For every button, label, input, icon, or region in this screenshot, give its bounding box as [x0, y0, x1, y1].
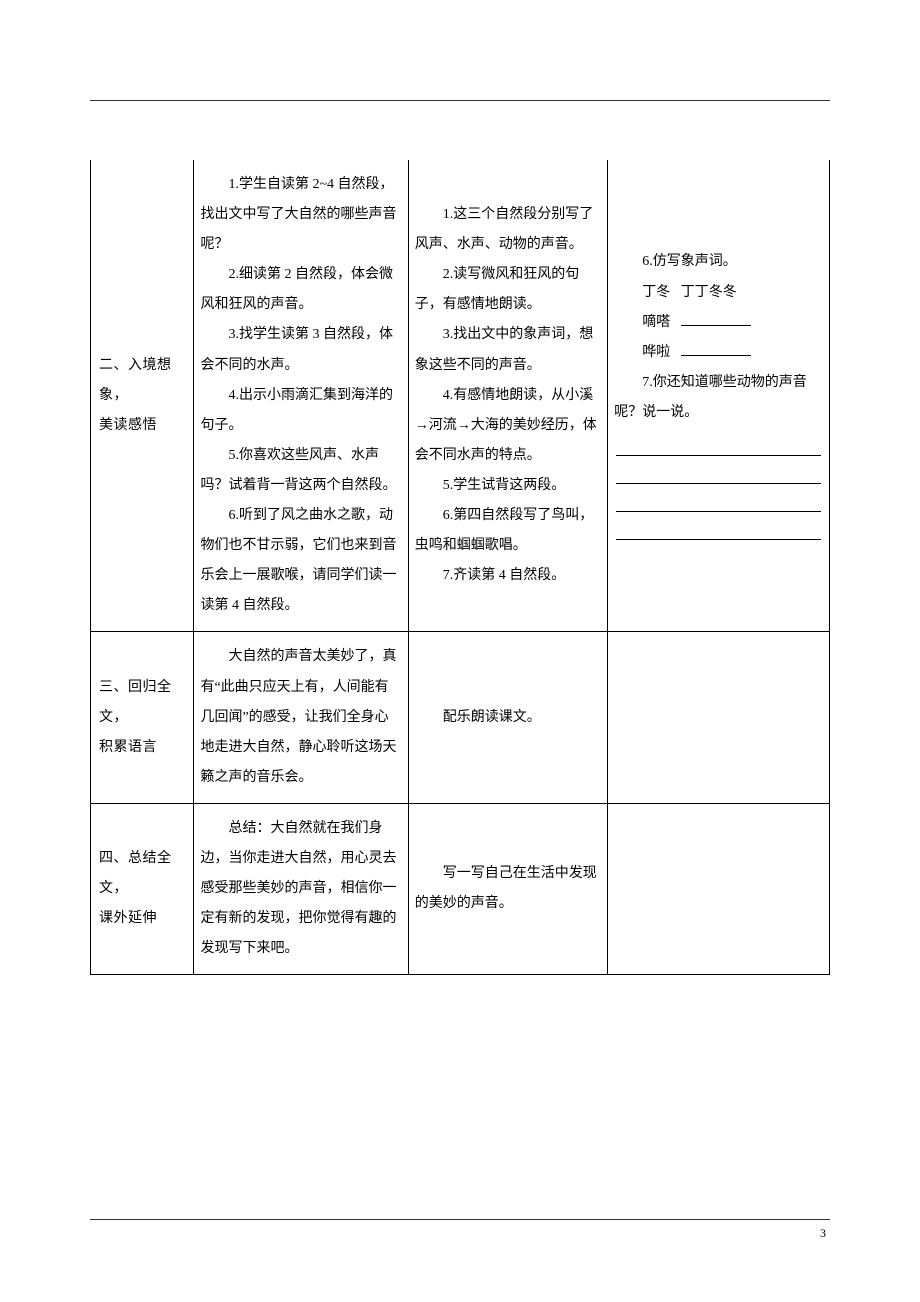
- paragraph: 4.有感情地朗读，从小溪→河流→大海的美妙经历，体会不同水声的特点。: [415, 381, 602, 471]
- section-heading: 二、入境想象， 美读感悟: [91, 160, 194, 632]
- top-rule: [90, 100, 830, 101]
- item-left: 嘀嗒: [642, 315, 670, 330]
- exercise-cell: [608, 803, 830, 974]
- paragraph: 写一写自己在生活中发现的美妙的声音。: [415, 859, 602, 919]
- lesson-table: 二、入境想象， 美读感悟 1.学生自读第 2~4 自然段，找出文中写了大自然的哪…: [90, 160, 830, 975]
- page-number: 3: [820, 1220, 826, 1246]
- paragraph: 5.你喜欢这些风声、水声吗？试着背一背这两个自然段。: [200, 441, 401, 501]
- exercise-item: 丁冬 丁丁冬冬: [614, 278, 823, 308]
- teacher-activity: 1.学生自读第 2~4 自然段，找出文中写了大自然的哪些声音呢？ 2.细读第 2…: [194, 160, 408, 632]
- answer-line: [616, 516, 821, 540]
- paragraph: 4.出示小雨滴汇集到海洋的句子。: [200, 381, 401, 441]
- paragraph: 配乐朗读课文。: [415, 703, 602, 733]
- exercise-item: 嘀嗒: [614, 308, 823, 338]
- heading-line: 美读感悟: [99, 411, 191, 441]
- exercise-title: 7.你还知道哪些动物的声音呢？说一说。: [614, 368, 823, 428]
- paragraph: 1.学生自读第 2~4 自然段，找出文中写了大自然的哪些声音呢？: [200, 170, 401, 260]
- paragraph: 2.细读第 2 自然段，体会微风和狂风的声音。: [200, 260, 401, 320]
- heading-line: 四、总结全文，: [99, 844, 191, 904]
- content-area: 二、入境想象， 美读感悟 1.学生自读第 2~4 自然段，找出文中写了大自然的哪…: [90, 160, 830, 975]
- paragraph: 1.这三个自然段分别写了风声、水声、动物的声音。: [415, 200, 602, 260]
- heading-line: 课外延伸: [99, 904, 191, 934]
- fill-blank: [681, 342, 751, 356]
- paragraph: 6.听到了风之曲水之歌，动物们也不甘示弱，它们也来到音乐会上一展歌喉，请同学们读…: [200, 501, 401, 621]
- heading-line: 三、回归全文，: [99, 673, 191, 733]
- paragraph: 总结：大自然就在我们身边，当你走进大自然，用心灵去感受那些美妙的声音，相信你一定…: [200, 814, 401, 964]
- student-activity: 1.这三个自然段分别写了风声、水声、动物的声音。 2.读写微风和狂风的句子，有感…: [408, 160, 608, 632]
- exercise-cell: [608, 632, 830, 803]
- paragraph: 3.找出文中的象声词，想象这些不同的声音。: [415, 320, 602, 380]
- exercise-title: 6.仿写象声词。: [614, 247, 823, 277]
- student-activity: 写一写自己在生活中发现的美妙的声音。: [408, 803, 608, 974]
- paragraph: 5.学生试背这两段。: [415, 471, 602, 501]
- table-row: 四、总结全文， 课外延伸 总结：大自然就在我们身边，当你走进大自然，用心灵去感受…: [91, 803, 830, 974]
- heading-line: 二、入境想象，: [99, 351, 191, 411]
- item-left: 丁冬: [642, 285, 670, 300]
- answer-line: [616, 460, 821, 484]
- exercise-item: 哗啦: [614, 338, 823, 368]
- item-right: 丁丁冬冬: [681, 285, 737, 300]
- paragraph: 7.齐读第 4 自然段。: [415, 561, 602, 591]
- bottom-rule: [90, 1219, 830, 1220]
- answer-line: [616, 432, 821, 456]
- table-row: 二、入境想象， 美读感悟 1.学生自读第 2~4 自然段，找出文中写了大自然的哪…: [91, 160, 830, 632]
- table-row: 三、回归全文， 积累语言 大自然的声音太美妙了，真有“此曲只应天上有，人间能有几…: [91, 632, 830, 803]
- teacher-activity: 总结：大自然就在我们身边，当你走进大自然，用心灵去感受那些美妙的声音，相信你一定…: [194, 803, 408, 974]
- section-heading: 四、总结全文， 课外延伸: [91, 803, 194, 974]
- student-activity: 配乐朗读课文。: [408, 632, 608, 803]
- item-left: 哗啦: [642, 345, 670, 360]
- section-heading: 三、回归全文， 积累语言: [91, 632, 194, 803]
- fill-blank: [681, 312, 751, 326]
- paragraph: 2.读写微风和狂风的句子，有感情地朗读。: [415, 260, 602, 320]
- heading-line: 积累语言: [99, 733, 191, 763]
- exercise-cell: 6.仿写象声词。 丁冬 丁丁冬冬 嘀嗒 哗啦 7.你还知道哪些动物的声音呢？说一…: [608, 160, 830, 632]
- paragraph: 3.找学生读第 3 自然段，体会不同的水声。: [200, 320, 401, 380]
- answer-line: [616, 488, 821, 512]
- paragraph: 大自然的声音太美妙了，真有“此曲只应天上有，人间能有几回闻”的感受，让我们全身心…: [200, 642, 401, 792]
- teacher-activity: 大自然的声音太美妙了，真有“此曲只应天上有，人间能有几回闻”的感受，让我们全身心…: [194, 632, 408, 803]
- paragraph: 6.第四自然段写了鸟叫，虫鸣和蝈蝈歌唱。: [415, 501, 602, 561]
